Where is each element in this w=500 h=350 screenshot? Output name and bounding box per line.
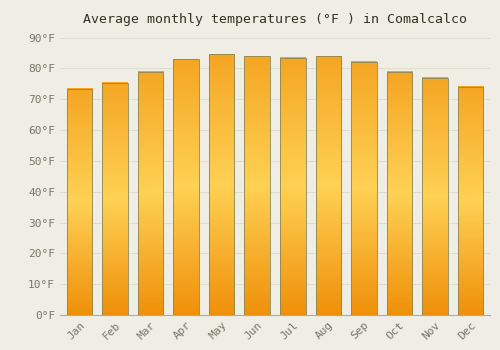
Bar	[244, 56, 270, 315]
Bar	[422, 78, 448, 315]
Bar	[316, 56, 341, 315]
Bar	[67, 89, 92, 315]
Bar	[458, 87, 483, 315]
Bar	[174, 59, 199, 315]
Bar	[138, 71, 164, 315]
Bar	[351, 62, 376, 315]
Bar	[102, 83, 128, 315]
Bar	[280, 58, 305, 315]
Bar	[386, 71, 412, 315]
Title: Average monthly temperatures (°F ) in Comalcalco: Average monthly temperatures (°F ) in Co…	[83, 13, 467, 26]
Bar	[209, 54, 234, 315]
